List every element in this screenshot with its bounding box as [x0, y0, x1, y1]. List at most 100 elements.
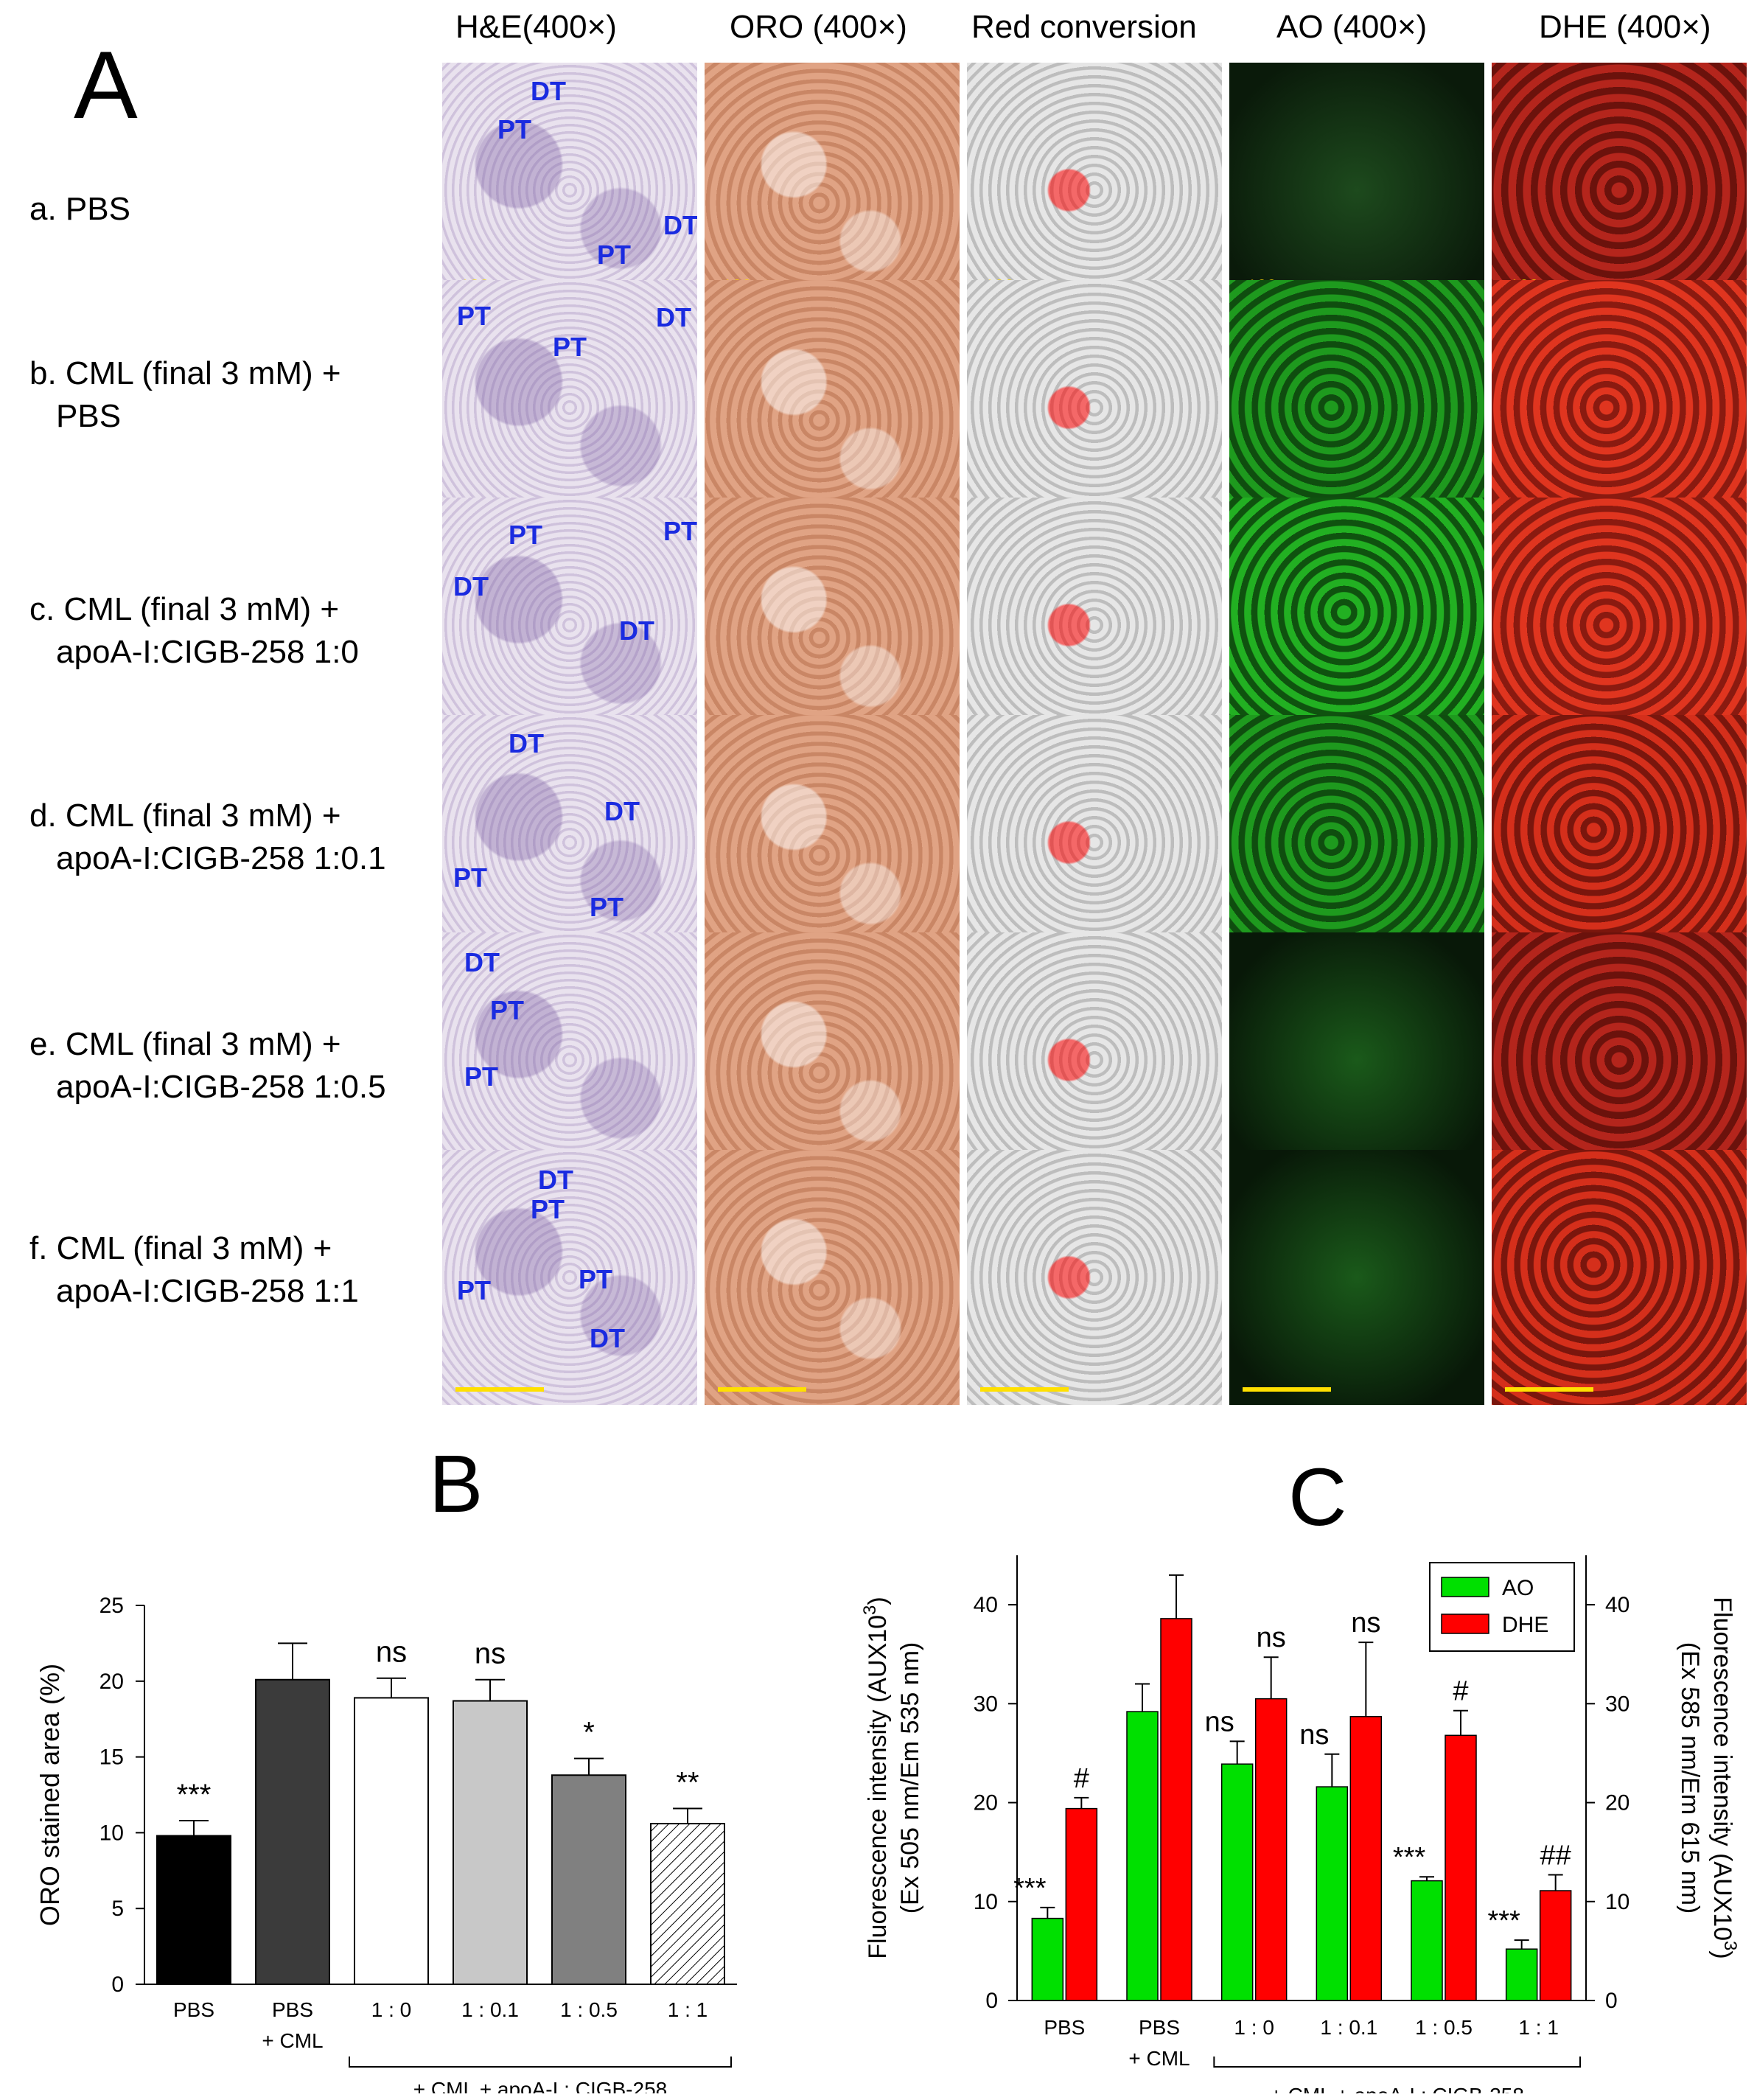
row-label-f-line2: apoA-I:CIGB-258 1:1 — [56, 1273, 359, 1309]
y-tick-label: 15 — [99, 1745, 124, 1770]
significance-label: * — [583, 1717, 595, 1749]
x-tick-label: PBS — [173, 1998, 214, 2021]
panel-letter-b: B — [429, 1439, 483, 1529]
bar-dhe — [1445, 1734, 1477, 2001]
row-label-b: b. CML (final 3 mM) + PBS — [29, 352, 341, 438]
legend-swatch-ao — [1441, 1577, 1489, 1597]
group-label: + CML + apoA-I : CIGB-258 — [1270, 2084, 1523, 2093]
x-tick-label: PBS — [1139, 2016, 1180, 2039]
micrograph-c-ao — [1229, 498, 1484, 753]
tubule-label: DT — [604, 796, 640, 826]
row-label-c-line1: c. CML (final 3 mM) + — [29, 591, 340, 627]
tubule-label: PT — [457, 301, 492, 331]
y-axis-label-right-line2: (Ex 585 nm/Em 615 nm) — [1676, 1642, 1704, 1914]
scale-bar — [1505, 1387, 1593, 1392]
tubule-label: PT — [490, 995, 525, 1025]
row-label-f-line1: f. CML (final 3 mM) + — [29, 1230, 332, 1266]
bar-ao — [1220, 1763, 1254, 2001]
column-header-red-conversion: Red conversion — [971, 9, 1197, 45]
scale-bar — [718, 1387, 806, 1392]
legend-label-ao: AO — [1502, 1576, 1534, 1600]
bar-dhe — [1065, 1807, 1098, 2001]
row-label-d: d. CML (final 3 mM) + apoA-I:CIGB-258 1:… — [29, 795, 386, 880]
micrograph-c-oro — [705, 498, 960, 753]
column-header-oro: ORO (400×) — [730, 9, 907, 45]
micrograph-c-dhe — [1492, 498, 1747, 753]
significance-label: *** — [177, 1779, 212, 1811]
significance-label: ns — [376, 1636, 407, 1669]
y-tick-label-right: 0 — [1605, 1989, 1618, 2013]
tubule-label: PT — [597, 240, 632, 270]
micrograph-b-dhe — [1492, 280, 1747, 535]
y-axis-label-left-line1: Fluorescence intensity (AUX103) — [860, 1597, 892, 1958]
y-tick-label-right: 40 — [1605, 1593, 1629, 1617]
bar-ao — [1411, 1880, 1443, 2001]
significance-label: ns — [1257, 1622, 1286, 1653]
tubule-label: PT — [579, 1264, 613, 1294]
bar-ao — [1316, 1786, 1349, 2001]
x-tick-label: 1 : 0.5 — [560, 1998, 618, 2021]
micrograph-b-red-conversion — [967, 280, 1222, 535]
x-tick-label: + CML — [262, 2029, 323, 2052]
bar — [354, 1697, 429, 1986]
row-label-e-line2: apoA-I:CIGB-258 1:0.5 — [56, 1069, 386, 1105]
row-label-c-line2: apoA-I:CIGB-258 1:0 — [56, 634, 359, 670]
y-tick-label-right: 20 — [1605, 1791, 1629, 1815]
row-label-d-line1: d. CML (final 3 mM) + — [29, 798, 341, 834]
micrograph-a-oro: 100 μm — [705, 63, 960, 318]
legend-swatch-dhe — [1441, 1614, 1489, 1634]
tubule-label: PT — [497, 114, 532, 144]
bar-dhe — [1539, 1890, 1572, 2001]
micrograph-d-ao — [1229, 715, 1484, 970]
micrograph-f-he: DT PT PT PT DT — [442, 1150, 697, 1405]
row-label-c: c. CML (final 3 mM) + apoA-I:CIGB-258 1:… — [29, 588, 359, 674]
bar-ao — [1505, 1948, 1538, 2001]
tubule-label: DT — [656, 302, 691, 332]
x-tick-label: 1 : 1 — [668, 1998, 708, 2021]
micrograph-c-red-conversion — [967, 498, 1222, 753]
tubule-label: PT — [553, 332, 587, 362]
y-axis-label-right-close: ) — [1708, 1950, 1736, 1958]
tubule-label: DT — [453, 571, 489, 601]
y-tick-label: 30 — [974, 1692, 998, 1716]
significance-label: ** — [676, 1767, 699, 1799]
panel-letter-a: A — [74, 31, 138, 139]
column-header-he: H&E(400×) — [455, 9, 617, 45]
y-tick-label: 20 — [99, 1670, 124, 1694]
micrograph-b-oro — [705, 280, 960, 535]
significance-label: *** — [1013, 1873, 1047, 1904]
row-label-b-line2: PBS — [56, 398, 122, 434]
x-tick-label: 1 : 0 — [1234, 2016, 1274, 2039]
row-label-a: a. PBS — [29, 188, 130, 231]
x-tick-label: 1 : 0.1 — [461, 1998, 519, 2021]
significance-label: ns — [1299, 1720, 1329, 1751]
x-tick-label: 1 : 1 — [1518, 2016, 1558, 2039]
bar — [650, 1823, 725, 1985]
y-axis-label-right-line1: Fluorescence intensity (AUX103) — [1708, 1597, 1740, 1958]
y-tick-label: 10 — [99, 1821, 124, 1845]
y-tick-label: 5 — [111, 1897, 124, 1921]
y-axis-label-right-sup: 3 — [1720, 1941, 1740, 1950]
y-tick-label-right: 30 — [1605, 1692, 1629, 1716]
micrograph-e-oro — [705, 932, 960, 1187]
significance-label: # — [1453, 1676, 1468, 1707]
micrograph-d-oro — [705, 715, 960, 970]
y-axis-label-left: Fluorescence intensity (AUX103)(Ex 505 n… — [860, 1597, 924, 1958]
micrograph-b-ao — [1229, 280, 1484, 535]
tubule-label: PT — [590, 892, 624, 922]
y-axis-label-right-text: Fluorescence intensity (AUX10 — [1708, 1597, 1736, 1941]
bar — [551, 1774, 626, 1985]
tubule-label: DT — [538, 1165, 573, 1195]
significance-label: ns — [475, 1638, 506, 1670]
tubule-label: PT — [457, 1275, 492, 1305]
tubule-label: DT — [509, 728, 544, 758]
y-tick-label-right: 10 — [1605, 1890, 1629, 1914]
y-axis-label-right: Fluorescence intensity (AUX103)(Ex 585 n… — [1676, 1597, 1740, 1958]
tubule-label: DT — [619, 615, 654, 646]
significance-label: ns — [1205, 1706, 1234, 1737]
column-header-dhe: DHE (400×) — [1539, 9, 1711, 45]
bar — [156, 1835, 231, 1985]
x-tick-label: 1 : 0 — [371, 1998, 411, 2021]
tubule-label: PT — [509, 520, 543, 550]
